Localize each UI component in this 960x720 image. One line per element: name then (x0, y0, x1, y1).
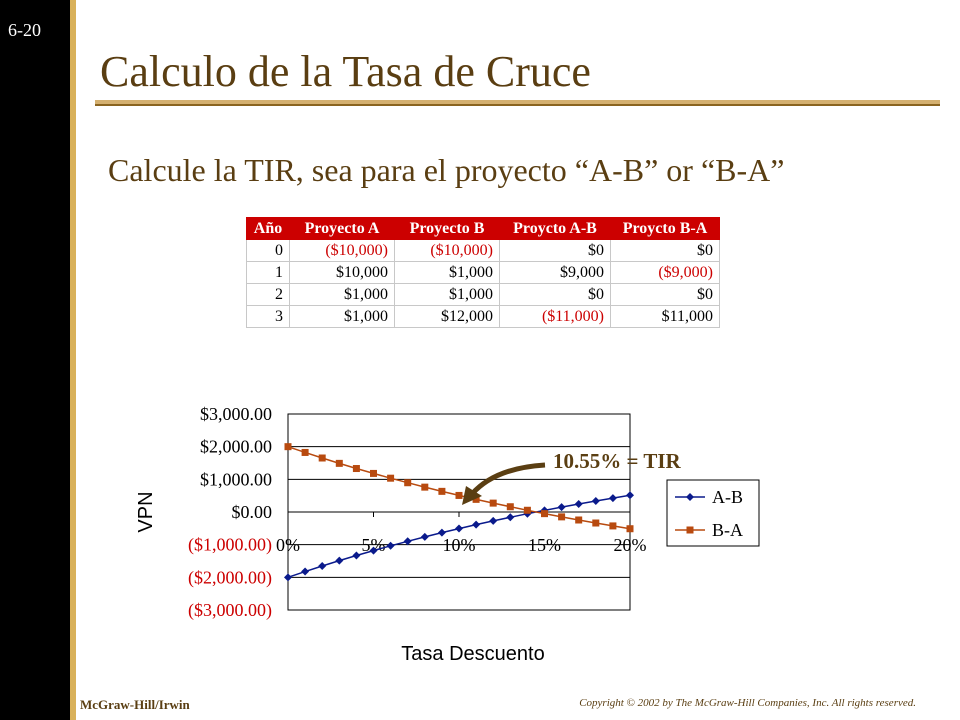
header-project-ba: Proycto B-A (610, 217, 720, 240)
data-point (574, 499, 583, 508)
x-tick-label: 20% (614, 535, 647, 555)
data-point (557, 503, 566, 512)
annotation-arrowhead (462, 486, 482, 505)
x-tick-label: 10% (443, 535, 476, 555)
data-point (591, 496, 600, 505)
y-axis-title: VPN (135, 491, 157, 532)
table-row: 2 $1,000 $1,000 $0 $0 (246, 283, 720, 306)
x-axis-title: Tasa Descuento (401, 643, 544, 665)
data-point (455, 524, 463, 533)
data-point (506, 503, 514, 511)
y-tick-label: ($2,000.00) (188, 567, 272, 588)
data-point (420, 532, 429, 541)
data-point (438, 487, 446, 495)
data-point (301, 567, 310, 576)
legend-label: A-B (712, 487, 743, 507)
sidebar-band (0, 0, 70, 720)
table-header-row: Año Proyecto A Proyecto B Proycto A-B Pr… (246, 217, 720, 240)
data-point (421, 483, 429, 491)
data-point (626, 491, 634, 500)
cell-project-ab: $9,000 (499, 261, 611, 284)
data-point (489, 516, 498, 525)
data-point (284, 443, 292, 451)
data-point (301, 448, 309, 456)
x-tick-label: 15% (528, 535, 561, 555)
data-point (284, 573, 292, 582)
slide-number: 6-20 (8, 20, 41, 40)
title-divider (95, 100, 940, 106)
cell-year: 3 (246, 305, 290, 328)
sidebar-accent (70, 0, 76, 720)
cell-project-ab: $0 (499, 239, 611, 262)
data-point (609, 522, 617, 530)
data-point (352, 551, 361, 560)
data-point (455, 491, 463, 499)
legend-label: B-A (712, 520, 743, 540)
data-point (370, 469, 377, 477)
cell-project-b: $12,000 (394, 305, 500, 328)
cell-project-ba: $11,000 (610, 305, 720, 328)
data-point (575, 516, 583, 524)
y-tick-label: $3,000.00 (200, 404, 272, 424)
data-point (387, 474, 395, 482)
x-tick-label: 5% (362, 535, 386, 555)
slide-title: Calculo de la Tasa de Cruce (100, 47, 591, 96)
data-point (335, 459, 343, 467)
data-point (558, 513, 566, 521)
table-row: 0 ($10,000) ($10,000) $0 $0 (246, 239, 720, 262)
cell-project-b: $1,000 (394, 261, 500, 284)
data-point (506, 513, 515, 522)
cell-project-ab: ($11,000) (499, 305, 611, 328)
cell-project-a: $1,000 (289, 283, 395, 306)
data-point (369, 546, 378, 555)
copyright-notice: Copyright © 2002 by The McGraw-Hill Comp… (579, 697, 916, 709)
y-tick-label: $1,000.00 (200, 469, 272, 489)
data-point (592, 519, 600, 527)
annotation-arrow (470, 462, 546, 496)
header-project-ab: Proycto A-B (499, 217, 611, 240)
cell-project-ab: $0 (499, 283, 611, 306)
header-project-b: Proyecto B (394, 217, 500, 240)
data-point (626, 525, 634, 533)
annotation-label: 10.55% = TIR (553, 449, 682, 473)
table-row: 3 $1,000 $12,000 ($11,000) $11,000 (246, 305, 720, 328)
y-tick-label: ($1,000.00) (188, 535, 272, 556)
data-point (404, 479, 412, 487)
legend-marker (686, 493, 694, 501)
data-point (608, 494, 617, 503)
y-tick-label: $0.00 (232, 502, 273, 522)
publisher-label: McGraw-Hill/Irwin (80, 697, 190, 712)
cell-project-a: $10,000 (289, 261, 395, 284)
cell-project-ba: $0 (610, 283, 720, 306)
data-point (472, 520, 481, 529)
data-point (472, 495, 480, 503)
y-tick-label: ($3,000.00) (188, 600, 272, 621)
legend-marker (686, 526, 694, 534)
header-project-a: Proyecto A (289, 217, 395, 240)
data-point (318, 561, 327, 570)
legend-box (666, 479, 760, 547)
x-tick-label: 0% (276, 535, 300, 555)
cell-project-ba: $0 (610, 239, 720, 262)
slide-subtitle: Calcule la TIR, sea para el proyecto “A-… (108, 152, 785, 188)
y-tick-label: $2,000.00 (200, 437, 272, 457)
data-point (318, 454, 326, 462)
data-point (335, 556, 344, 565)
data-point (386, 541, 395, 550)
data-point (352, 465, 360, 473)
cell-project-a: $1,000 (289, 305, 395, 328)
data-point (541, 510, 548, 518)
cash-flow-table: Año Proyecto A Proyecto B Proycto A-B Pr… (246, 217, 720, 328)
data-point (523, 506, 531, 514)
data-point (437, 528, 446, 537)
data-point (403, 537, 412, 546)
data-point (489, 499, 497, 507)
